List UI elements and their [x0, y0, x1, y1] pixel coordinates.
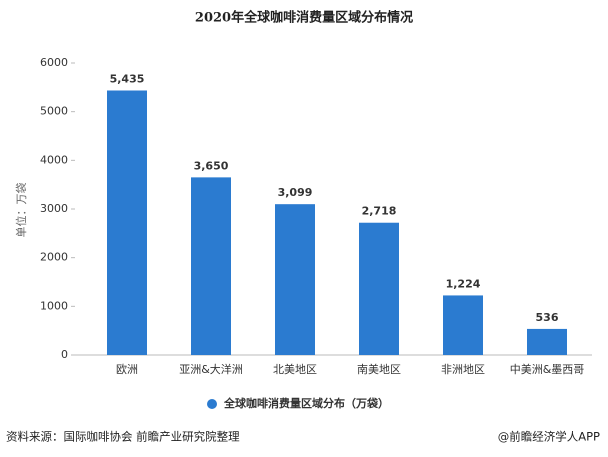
x-tick-label: 亚洲&大洋洲	[179, 362, 243, 376]
y-axis-label: 单位：万袋	[14, 183, 28, 238]
bar	[443, 295, 483, 355]
x-tick-label: 中美洲&墨西哥	[510, 363, 585, 376]
y-tick-label: 3000	[40, 202, 68, 215]
bar	[275, 204, 315, 355]
y-tick-label: 1000	[40, 299, 68, 312]
value-label: 536	[536, 311, 559, 324]
bar	[359, 222, 399, 355]
value-label: 3,650	[194, 159, 229, 172]
x-tick-label: 南美地区	[357, 363, 401, 376]
source: 资料来源：国际咖啡协会 前瞻产业研究院整理	[6, 430, 240, 444]
x-tick-label: 北美地区	[273, 363, 317, 376]
x-tick-label: 欧洲	[116, 363, 138, 376]
y-tick-label: 2000	[40, 251, 68, 264]
bar	[107, 90, 147, 355]
y-tick-label: 6000	[40, 56, 68, 69]
credit: @前瞻经济学人APP	[498, 430, 600, 444]
y-tick-label: 5000	[40, 105, 68, 118]
legend-marker	[207, 399, 217, 409]
value-label: 3,099	[278, 186, 313, 199]
chart-title: 2020年全球咖啡消费量区域分布情况	[195, 10, 413, 26]
bar	[191, 177, 231, 355]
value-label: 2,718	[362, 205, 397, 218]
legend-label: 全球咖啡消费量区域分布（万袋）	[223, 396, 389, 410]
x-tick-label: 非洲地区	[441, 363, 485, 376]
value-label: 5,435	[110, 72, 145, 85]
y-tick-label: 4000	[40, 153, 68, 166]
value-label: 1,224	[446, 277, 481, 290]
bar	[527, 328, 567, 355]
y-tick-label: 0	[61, 348, 68, 361]
